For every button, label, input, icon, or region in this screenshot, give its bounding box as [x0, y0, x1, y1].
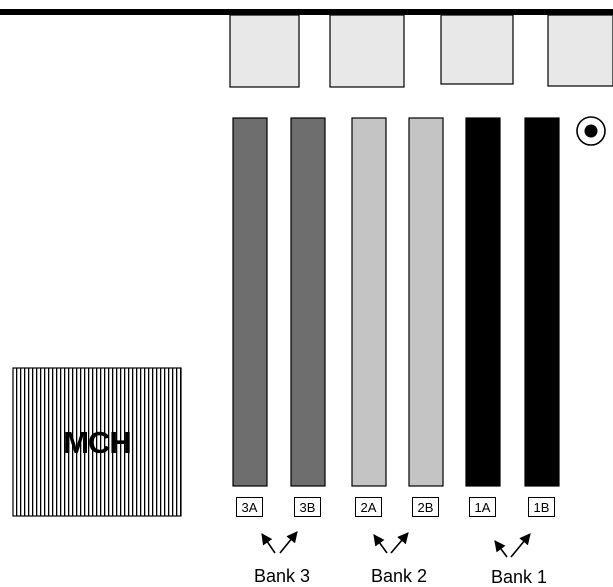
- arrow-icon: [390, 532, 409, 554]
- arrow-icon: [261, 533, 276, 554]
- dimm-slot-2b: [408, 117, 444, 487]
- slot-label-2b: 2B: [412, 497, 439, 517]
- bank-label-3: Bank 3: [253, 566, 311, 586]
- slot-label-3b: 3B: [294, 497, 321, 517]
- board-edge: [0, 9, 613, 15]
- arrow-icon: [373, 534, 388, 554]
- dimm-slot-1a: [465, 117, 501, 487]
- slot-label-3a: 3A: [236, 497, 263, 517]
- pin1-marker-icon: [576, 116, 606, 146]
- mch-label: MCH: [63, 425, 132, 460]
- slot-label-1b: 1B: [528, 497, 555, 517]
- arrow-icon: [510, 533, 531, 558]
- bank-arrows: [261, 531, 531, 558]
- dimm-slot-3b: [290, 117, 326, 487]
- bank-label-1: Bank 1: [490, 567, 548, 587]
- dimm-slot-2a: [351, 117, 387, 487]
- bank-label-2: Bank 2: [370, 566, 428, 586]
- connector-2: [329, 14, 405, 88]
- arrow-icon: [279, 531, 298, 554]
- dimm-slots: [232, 117, 560, 487]
- connector-1: [229, 14, 300, 88]
- dimm-slot-3a: [232, 117, 268, 487]
- connector-3: [440, 14, 514, 85]
- slot-label-2a: 2A: [355, 497, 382, 517]
- arrow-icon: [494, 540, 508, 558]
- connector-4: [547, 14, 613, 87]
- mch-chip: [12, 367, 182, 517]
- dimm-slot-1b: [524, 117, 560, 487]
- slot-label-1a: 1A: [469, 497, 496, 517]
